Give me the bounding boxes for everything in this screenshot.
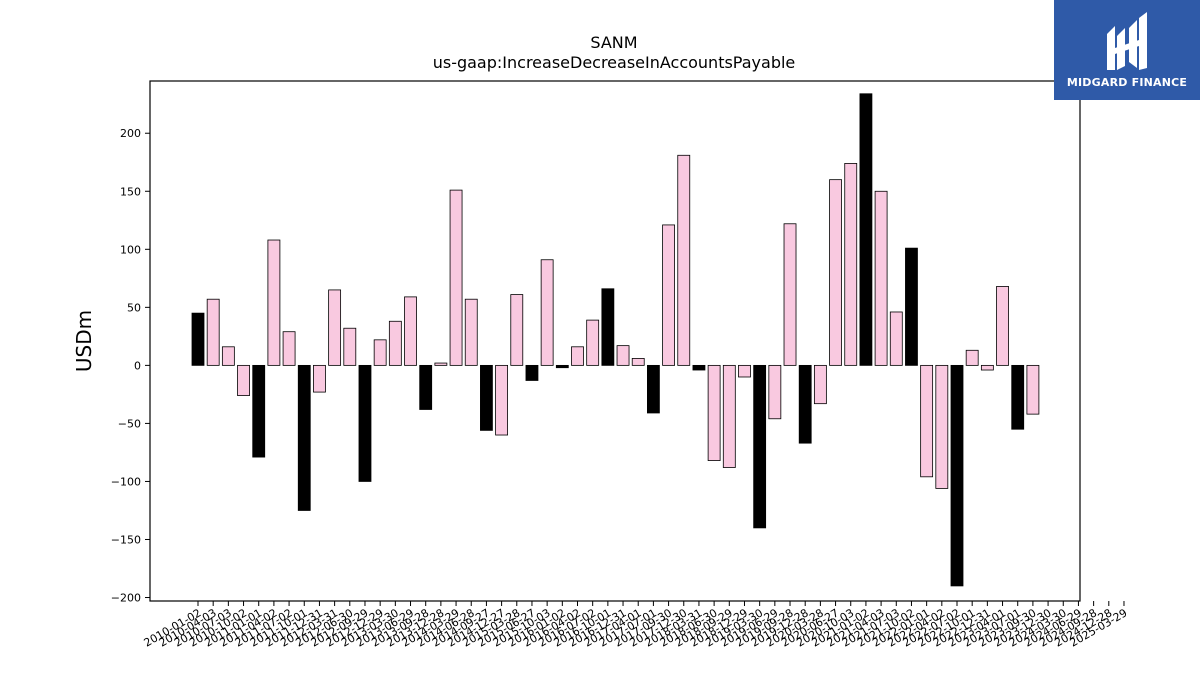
y-axis: −200 −150 −100 −50 0 50 100 150 200	[111, 127, 150, 605]
bar-2018-12-29	[738, 364, 751, 378]
bar-2015-10-03	[540, 259, 554, 366]
bar-2017-07-01	[647, 364, 660, 414]
y-tick-label: 50	[127, 301, 141, 314]
brand-logo: MIDGARD FINANCE	[1054, 0, 1200, 100]
bar-2013-03-30	[388, 320, 402, 366]
bar-2011-04-02	[267, 239, 281, 366]
bar-2011-01-01	[252, 364, 266, 458]
midgard-logo-icon	[1107, 11, 1147, 70]
bar-2023-09-30	[1026, 364, 1040, 415]
bar-2019-06-29	[768, 364, 782, 420]
bar-2019-09-28	[783, 223, 797, 366]
bar-2012-03-31	[328, 289, 342, 366]
bar-2016-12-31	[616, 345, 630, 366]
bar-2011-07-02	[282, 331, 296, 366]
bar-2022-12-31	[980, 364, 994, 371]
bar-2016-04-02	[571, 346, 584, 366]
brand-name: MIDGARD FINANCE	[1066, 75, 1188, 89]
bar-2010-07-03	[221, 346, 235, 366]
bar-2018-09-29	[722, 364, 736, 468]
bar-2022-01-01	[920, 364, 934, 478]
bar-2014-09-27	[480, 364, 493, 431]
bar-2012-06-30	[343, 327, 357, 366]
bar-2021-01-02	[859, 93, 873, 366]
y-tick-label: 150	[120, 185, 141, 198]
bar-2020-03-28	[813, 364, 827, 405]
bar-2013-06-29	[404, 296, 417, 366]
bar-2017-12-30	[677, 154, 691, 366]
bar-2018-03-31	[692, 364, 706, 371]
bar-2014-12-27	[495, 364, 509, 436]
plot-frame	[149, 80, 1081, 602]
bar-2016-01-02	[555, 364, 569, 369]
bar-2014-06-28	[464, 298, 478, 366]
bar-2011-10-01	[297, 364, 311, 511]
bar-2010-04-03	[206, 298, 220, 366]
bar-2017-09-30	[662, 224, 675, 366]
bar-2012-09-29	[358, 364, 372, 482]
y-tick-label: −200	[111, 592, 141, 605]
bar-2010-10-02	[237, 364, 250, 396]
bar-2022-10-01	[965, 349, 979, 366]
bar-2015-03-28	[510, 294, 524, 366]
bar-2010-01-02	[191, 312, 205, 366]
y-tick-label: 200	[120, 127, 141, 140]
bar-2019-03-30	[753, 364, 767, 529]
bar-2013-12-28	[434, 362, 448, 366]
bar-2021-10-02	[905, 247, 918, 366]
chart-subtitle: us-gaap:IncreaseDecreaseInAccountsPayabl…	[433, 53, 796, 72]
bar-2017-04-01	[631, 358, 645, 366]
y-tick-label: 0	[134, 359, 141, 372]
x-axis: 2010-01-022010-04-032010-07-032010-10-02…	[142, 601, 1129, 650]
bars-group	[191, 93, 1040, 587]
bar-2012-12-29	[373, 339, 387, 366]
bar-2020-10-03	[844, 163, 858, 366]
bar-2016-10-01	[601, 288, 615, 366]
bar-2023-04-01	[996, 286, 1009, 366]
y-axis-label: USDm	[72, 310, 96, 372]
bar-2014-03-29	[449, 189, 463, 366]
y-tick-label: −50	[118, 417, 141, 430]
bar-2022-04-02	[935, 364, 949, 489]
chart-title: SANM	[590, 33, 637, 52]
y-tick-label: 100	[120, 243, 141, 256]
bar-2023-07-01	[1011, 364, 1025, 430]
y-tick-label: −150	[111, 533, 141, 546]
y-tick-label: −100	[111, 475, 141, 488]
bar-2013-09-28	[419, 364, 433, 410]
bar-2020-06-27	[829, 179, 842, 366]
bar-2022-07-02	[950, 364, 964, 587]
bar-2016-07-02	[586, 319, 600, 366]
bar-2019-12-28	[798, 364, 812, 444]
bar-2018-06-30	[707, 364, 721, 461]
bar-2021-07-03	[889, 311, 903, 366]
bar-2021-04-03	[874, 190, 888, 366]
bar-2011-12-31	[313, 364, 326, 393]
bar-2015-06-27	[525, 364, 539, 381]
